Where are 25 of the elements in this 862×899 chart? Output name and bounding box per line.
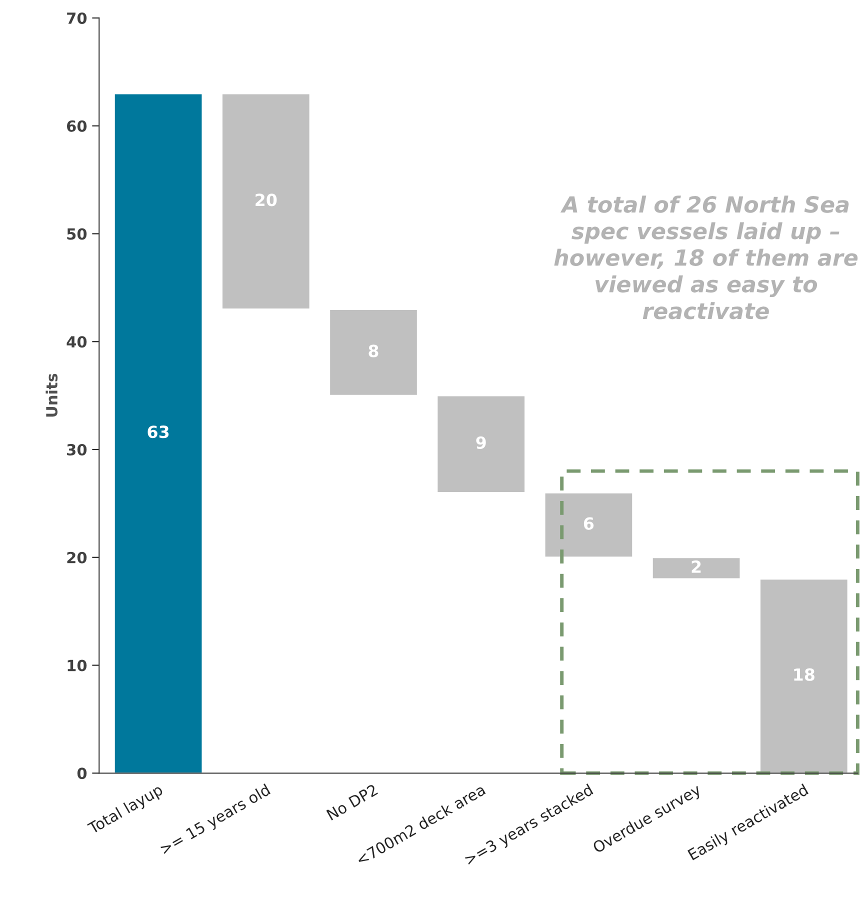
data-label: 8 — [368, 344, 378, 358]
bar — [651, 556, 742, 580]
data-label: 20 — [256, 194, 277, 206]
bar — [221, 92, 311, 310]
bar — [759, 578, 849, 774]
y-tick-label: 20 — [67, 552, 87, 564]
data-label: 18 — [794, 668, 814, 681]
data-label: 6 — [584, 517, 594, 530]
y-tick-label: 0 — [77, 768, 87, 780]
data-label: 9 — [476, 436, 486, 449]
data-label: 2 — [692, 560, 701, 573]
x-tick-label: No DP2 — [326, 784, 378, 821]
y-tick-label: 10 — [68, 660, 87, 672]
data-label: 63 — [148, 426, 169, 438]
bar — [328, 308, 418, 396]
y-tick-label: 30 — [67, 444, 87, 456]
annotation: A total of 26 North Sea spec vessels laid up – however, 18 of them are viewed as easy to reactivate — [554, 196, 858, 320]
bar — [436, 394, 526, 494]
y-axis-title: Units — [46, 374, 58, 417]
y-tick-label: 40 — [66, 336, 87, 348]
bar — [544, 492, 634, 558]
y-tick-label: 50 — [67, 228, 87, 240]
y-tick-label: 70 — [67, 12, 87, 24]
bar — [114, 92, 204, 774]
y-tick-label: 60 — [67, 120, 87, 132]
